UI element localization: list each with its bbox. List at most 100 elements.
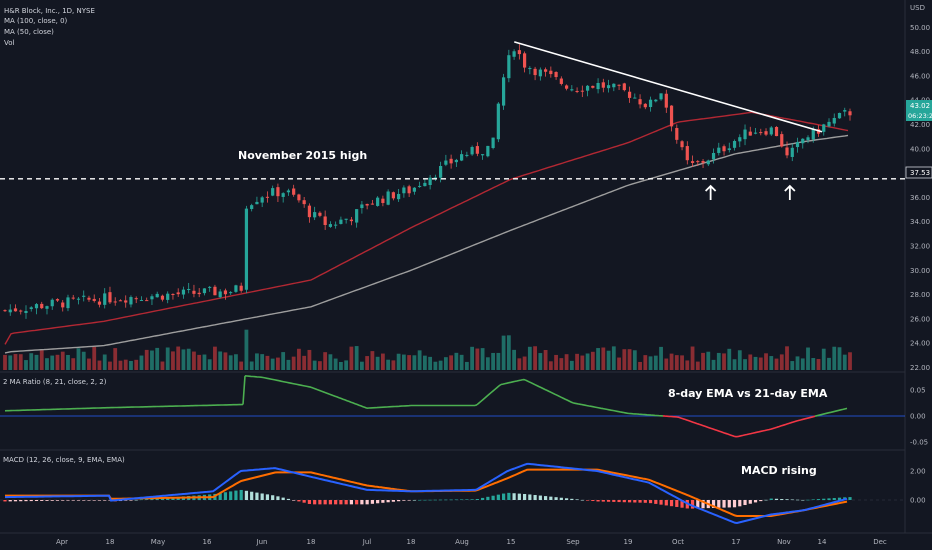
candle-body — [685, 146, 689, 161]
volume-bar — [202, 354, 207, 370]
volume-bar — [506, 335, 511, 370]
candle-body — [449, 158, 453, 164]
time-tick-label: 18 — [407, 538, 416, 546]
candle-body — [244, 208, 249, 290]
candle-body — [559, 78, 563, 84]
volume-bar — [790, 361, 795, 370]
macd-histogram-bar — [454, 499, 458, 501]
candle-body — [113, 301, 117, 303]
candle-body — [706, 160, 710, 165]
candle-body — [19, 310, 23, 312]
candle-body — [837, 112, 842, 119]
price-tick-label: 26.00 — [910, 315, 930, 323]
price-tick-label: 24.00 — [910, 340, 930, 348]
volume-bar — [806, 347, 810, 370]
volume-bar — [559, 358, 564, 370]
volume-bar — [575, 353, 579, 370]
volume-bar — [328, 354, 333, 370]
volume-bar — [433, 361, 438, 370]
macd-histogram-bar — [543, 496, 548, 500]
arrow-up-icon — [784, 184, 796, 200]
volume-bar — [685, 360, 690, 370]
volume-bar — [307, 349, 312, 370]
macd-histogram-bar — [580, 499, 584, 501]
macd-histogram-bar — [3, 500, 7, 502]
volume-bar — [365, 356, 370, 370]
macd-histogram-bar — [349, 500, 353, 505]
volume-bar — [706, 351, 711, 370]
macd-histogram-bar — [150, 498, 154, 500]
macd-histogram-bar — [507, 492, 511, 500]
volume-bar — [370, 351, 375, 370]
candle-body — [365, 203, 369, 206]
volume-bar — [711, 359, 716, 370]
volume-bar — [339, 361, 343, 370]
macd-histogram-bar — [743, 500, 747, 506]
ma100-legend[interactable]: MA (100, close, 0) — [4, 17, 68, 25]
volume-bar — [50, 355, 55, 370]
price-tick-label: 30.00 — [910, 267, 930, 275]
macd-histogram-bar — [250, 491, 254, 500]
macd-panel-title[interactable]: MACD (12, 26, close, 9, EMA, EMA) — [3, 456, 125, 464]
volume-bar — [601, 347, 606, 370]
volume-bar — [475, 348, 480, 370]
volume-bar — [39, 349, 44, 370]
macd-histogram-bar — [764, 499, 768, 501]
macd-histogram-bar — [722, 500, 726, 508]
macd-histogram-bar — [276, 496, 280, 500]
volume-bar — [186, 348, 191, 370]
ma50-legend[interactable]: MA (50, close) — [4, 28, 54, 36]
volume-bar — [108, 361, 112, 370]
volume-bar — [260, 354, 265, 370]
candle-body — [234, 285, 238, 292]
candle-body — [533, 68, 537, 76]
volume-bar — [218, 351, 223, 370]
volume-bar — [837, 347, 842, 370]
symbol-header: H&R Block, Inc., 1D, NYSE — [4, 7, 95, 15]
macd-histogram-bar — [87, 500, 91, 501]
macd-histogram-bar — [596, 500, 600, 502]
macd-histogram-bar — [711, 500, 716, 508]
volume-bar — [716, 352, 721, 370]
vol-legend[interactable]: Vol — [4, 39, 15, 47]
candle-body — [543, 69, 548, 72]
volume-bar — [758, 357, 763, 370]
macd-histogram-bar — [292, 500, 296, 501]
candle-body — [795, 142, 800, 148]
candle-body — [481, 154, 485, 156]
volume-bar — [643, 355, 648, 370]
time-tick-label: Aug — [455, 538, 469, 546]
macd-histogram-bar — [769, 498, 773, 500]
volume-bar — [606, 350, 611, 370]
volume-bar — [743, 359, 747, 370]
volume-bar — [24, 360, 28, 370]
macd-histogram-bar — [502, 493, 506, 500]
volume-bar — [501, 335, 506, 370]
macd-histogram-bar — [549, 496, 553, 500]
macd-histogram-bar — [822, 498, 826, 500]
volume-bar — [627, 349, 632, 370]
volume-bar — [239, 361, 244, 370]
volume-bar — [13, 354, 18, 370]
macd-histogram-bar — [627, 500, 632, 503]
macd-histogram-bar — [759, 500, 763, 502]
annotations: November 2015 high 8-day EMA vs 21-day E… — [3, 4, 925, 477]
candle-body — [811, 129, 815, 140]
macd-histogram-bar — [570, 498, 574, 500]
candle-body — [711, 152, 716, 160]
candle-body — [538, 69, 542, 77]
macd-signal-line — [5, 468, 848, 517]
candle-body — [785, 147, 789, 156]
candle-body — [166, 293, 170, 300]
macd-histogram-bar — [591, 500, 595, 502]
macd-histogram-bar — [748, 500, 752, 504]
volume-bar — [223, 352, 228, 370]
candle-body — [265, 196, 270, 198]
macd-histogram-bar — [496, 494, 500, 500]
candle-body — [97, 301, 102, 305]
macd-histogram-bar — [218, 493, 222, 500]
ratio-panel-title[interactable]: 2 MA Ratio (8, 21, close, 2, 2) — [3, 378, 107, 386]
macd-histogram-bar — [780, 499, 784, 500]
time-tick-label: Oct — [672, 538, 684, 546]
